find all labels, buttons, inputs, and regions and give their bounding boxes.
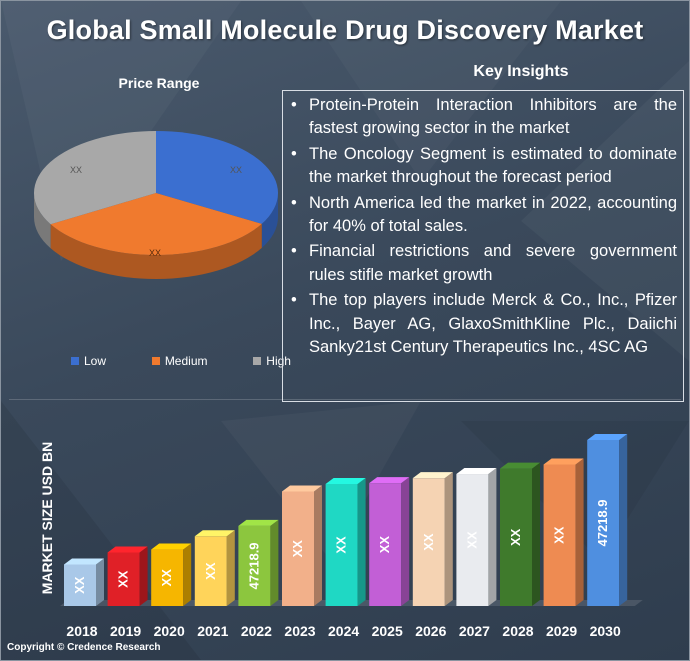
insights-box: Protein-Protein Interaction Inhibitors a… — [282, 90, 684, 402]
x-tick-label: 2027 — [459, 623, 490, 639]
insights-title: Key Insights — [473, 63, 569, 80]
bar-value-label: XX — [377, 536, 392, 554]
bar-side-2026 — [444, 472, 453, 606]
bar-value-label: 47218.9 — [246, 542, 261, 589]
bar-side-2018 — [96, 558, 104, 606]
x-tick-label: 2023 — [284, 623, 315, 639]
legend-label-medium: Medium — [164, 354, 208, 368]
bar-side-2030 — [619, 434, 628, 606]
bar-side-2020 — [183, 543, 192, 606]
insight-item: North America led the market in 2022, ac… — [289, 192, 677, 239]
bar-value-label: XX — [290, 540, 305, 558]
x-tick-label: 2022 — [241, 623, 272, 639]
bar-2027 — [456, 474, 489, 606]
bar-side-2029 — [575, 458, 584, 606]
pie-data-label: XX — [70, 165, 82, 175]
x-tick-label: 2021 — [197, 623, 228, 639]
legend-item-low: Low — [71, 354, 106, 368]
bar-top-2018 — [64, 558, 104, 565]
bar-top-2030 — [587, 434, 628, 440]
insights-list: Protein-Protein Interaction Inhibitors a… — [289, 94, 677, 359]
pie-slice-low — [156, 131, 278, 224]
bar-top-2022 — [238, 519, 279, 526]
bar-2022 — [238, 525, 271, 606]
bar-top-2021 — [194, 530, 235, 537]
bar-side-2021 — [226, 530, 235, 606]
bar-2028 — [500, 468, 532, 606]
bar-2030 — [587, 440, 620, 606]
insight-item: The Oncology Segment is estimated to dom… — [289, 143, 677, 190]
bar-value-label: XX — [334, 536, 349, 554]
legend-item-high: High — [253, 354, 291, 368]
bar-chart: XX 2018 XX 2019 XX 2020 XX 2021 47218.9 2022 XX 202… — [60, 434, 643, 639]
bar-value-label: XX — [159, 569, 174, 587]
insight-item: Financial restrictions and severe govern… — [289, 240, 677, 287]
bar-value-label: 47218.9 — [595, 500, 610, 547]
bar-2019 — [107, 552, 140, 606]
bar-2020 — [151, 549, 184, 606]
pie-slice-high — [33, 131, 156, 225]
copyright-text: Copyright © Credence Research — [7, 642, 161, 653]
pie-side-high — [34, 193, 51, 249]
x-tick-label: 2028 — [502, 623, 533, 639]
bar-top-2026 — [412, 472, 453, 479]
pie-data-label: XX — [230, 165, 242, 175]
pie-chart-title: Price Range — [118, 75, 200, 91]
bar-2018 — [64, 564, 96, 606]
legend-item-medium: Medium — [151, 354, 208, 368]
pie-side-low — [261, 193, 278, 248]
pie-slice-medium — [50, 193, 262, 255]
legend-swatch-low — [71, 357, 79, 365]
insight-item: Protein-Protein Interaction Inhibitors a… — [289, 94, 677, 141]
bar-top-2029 — [543, 458, 584, 465]
bar-value-label: XX — [116, 570, 131, 588]
insight-item: The top players include Merck & Co., Inc… — [289, 289, 677, 359]
pie-legend: Low Medium High — [71, 354, 291, 368]
bar-value-label: XX — [552, 526, 567, 544]
x-tick-label: 2020 — [154, 623, 185, 639]
x-tick-label: 2030 — [590, 623, 621, 639]
bar-top-2028 — [500, 462, 540, 469]
bar-2023 — [282, 491, 314, 606]
x-tick-label: 2019 — [110, 623, 141, 639]
bar-top-2023 — [282, 485, 322, 492]
bar-side-2024 — [357, 477, 366, 606]
bar-value-label: XX — [464, 531, 479, 549]
x-tick-label: 2025 — [372, 623, 403, 639]
x-tick-label: 2029 — [546, 623, 577, 639]
bar-value-label: XX — [508, 528, 523, 546]
x-tick-label: 2024 — [328, 623, 359, 639]
x-tick-label: 2026 — [415, 623, 446, 639]
section-divider — [9, 399, 681, 400]
bar-side-2019 — [139, 546, 148, 606]
legend-label-low: Low — [84, 354, 107, 368]
bar-2026 — [412, 478, 445, 606]
bar-value-label: XX — [421, 533, 436, 551]
pie-chart: XX XX XX — [33, 131, 278, 279]
legend-swatch-high — [253, 357, 262, 365]
bar-value-label: XX — [72, 576, 87, 594]
bar-2025 — [369, 483, 402, 606]
pie-data-label: XX — [149, 248, 161, 258]
bar-top-2024 — [325, 477, 366, 484]
page-title: Global Small Molecule Drug Discovery Mar… — [46, 15, 644, 45]
legend-label-high: High — [266, 354, 291, 368]
bar-side-2025 — [401, 477, 410, 606]
bar-value-label: XX — [203, 562, 218, 580]
bar-side-2028 — [532, 462, 540, 606]
bar-top-2020 — [151, 543, 192, 550]
bar-top-2019 — [107, 546, 148, 553]
bar-top-2025 — [369, 477, 410, 484]
bar-2021 — [194, 536, 227, 606]
bar-2029 — [543, 464, 576, 606]
legend-swatch-medium — [151, 357, 160, 365]
bar-top-2027 — [456, 468, 497, 475]
x-tick-label: 2018 — [66, 623, 97, 639]
bar-side-2023 — [314, 485, 322, 606]
bar-2024 — [325, 483, 358, 606]
bar-side-2022 — [270, 519, 279, 606]
pie-side-medium — [50, 223, 262, 279]
bar-side-2027 — [488, 468, 497, 606]
